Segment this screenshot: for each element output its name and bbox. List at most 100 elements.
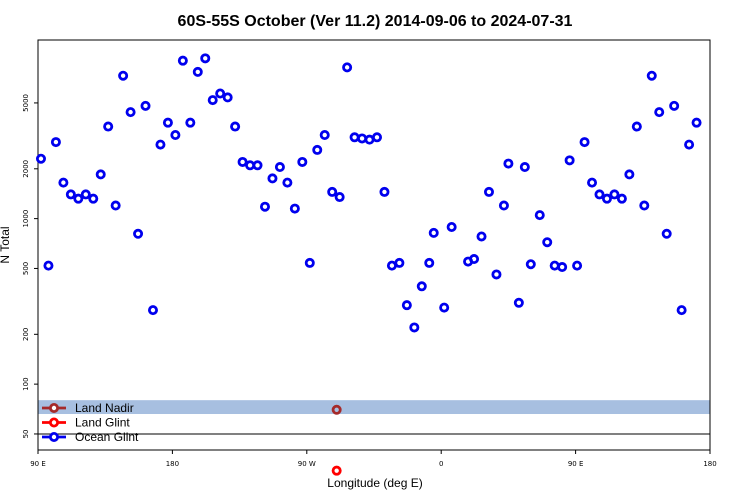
land-nadir-point [331, 404, 342, 415]
ocean-glint-point [304, 257, 315, 268]
ocean-glint-point [312, 144, 323, 155]
ocean-glint-point [35, 153, 46, 164]
ocean-glint-point [564, 155, 575, 166]
ocean-glint-point [357, 133, 368, 144]
ocean-glint-point [609, 189, 620, 200]
legend-marker-ocean-glint [49, 431, 60, 442]
x-tick-label: 90 W [298, 460, 316, 468]
ocean-glint-point [491, 269, 502, 280]
ocean-glint-point [549, 260, 560, 271]
ocean-glint-point [691, 117, 702, 128]
ocean-glint-point [498, 200, 509, 211]
x-tick-label: 90 E [568, 460, 584, 468]
ocean-glint-point [192, 66, 203, 77]
y-tick-label: 200 [22, 328, 30, 341]
ocean-glint-point [267, 173, 278, 184]
ocean-glint-point [147, 305, 158, 316]
ocean-glint-point [222, 92, 233, 103]
land-glint-point [331, 465, 342, 476]
x-tick-label: 0 [439, 460, 443, 468]
ocean-glint-point [483, 186, 494, 197]
ocean-glint-point [73, 193, 84, 204]
ocean-glint-point [646, 70, 657, 81]
y-tick-label: 100 [22, 377, 30, 390]
ocean-glint-point [654, 107, 665, 118]
reference-band-layer [38, 400, 710, 415]
legend-label-land-glint: Land Glint [75, 416, 130, 430]
ocean-glint-point [252, 160, 263, 171]
ocean-glint-point [282, 177, 293, 188]
x-axis-label: Longitude (deg E) [327, 476, 422, 490]
ocean-glint-point [274, 162, 285, 173]
ocean-glint-point [401, 300, 412, 311]
ocean-glint-point [88, 193, 99, 204]
ocean-glint-point [503, 158, 514, 169]
ocean-glint-point [297, 156, 308, 167]
chart-title: 60S-55S October (Ver 11.2) 2014-09-06 to… [178, 13, 573, 30]
ocean-glint-point [639, 200, 650, 211]
ocean-glint-point [207, 95, 218, 106]
ocean-glint-point [446, 221, 457, 232]
y-axis-label: N Total [0, 226, 12, 263]
ocean-glint-point [215, 88, 226, 99]
ocean-glint-point [661, 228, 672, 239]
ocean-glint-point [319, 130, 330, 141]
reference-band [38, 400, 710, 415]
ocean-glint-point [43, 260, 54, 271]
x-tick-label: 180 [166, 460, 179, 468]
plot-frame [37, 39, 711, 451]
y-tick-label: 50 [22, 429, 30, 438]
ocean-glint-point [342, 62, 353, 73]
ocean-glint-point [237, 156, 248, 167]
ocean-glint-point [95, 169, 106, 180]
legend-label-land-nadir: Land Nadir [75, 401, 134, 415]
y-tick-label: 2000 [22, 160, 30, 178]
ocean-glint-point [200, 53, 211, 64]
legend-marker-land-nadir [49, 402, 60, 413]
ocean-glint-point [170, 130, 181, 141]
ocean-glint-point [601, 193, 612, 204]
ocean-glint-point [118, 70, 129, 81]
x-tick-label: 180 [703, 460, 716, 468]
y-tick-label: 1000 [22, 210, 30, 228]
ocean-glint-point [259, 201, 270, 212]
ocean-glint-point [534, 210, 545, 221]
ocean-glint-point [587, 177, 598, 188]
ocean-glint-point [289, 203, 300, 214]
ocean-glint-point [140, 100, 151, 111]
ocean-glint-point [65, 189, 76, 200]
ocean-glint-point [230, 121, 241, 132]
ocean-glint-point [676, 305, 687, 316]
ocean-glint-point [525, 259, 536, 270]
ocean-glint-point [669, 100, 680, 111]
ocean-glint-point [594, 189, 605, 200]
y-axis-ticks: 50 100 200 500 1000 2000 5000 [22, 94, 38, 438]
ocean-glint-point [616, 193, 627, 204]
y-tick-label: 5000 [22, 94, 30, 112]
ocean-glint-point [513, 297, 524, 308]
ocean-glint-point [125, 107, 136, 118]
ocean-glint-point [631, 121, 642, 132]
y-tick-label: 500 [22, 262, 30, 275]
legend-label-ocean-glint: Ocean Glint [75, 430, 139, 444]
ocean-glint-point [416, 281, 427, 292]
ocean-glint-point [334, 192, 345, 203]
ocean-glint-point [58, 177, 69, 188]
ocean-glint-point [80, 189, 91, 200]
ocean-glint-point [177, 55, 188, 66]
ocean-glint-point [428, 227, 439, 238]
ocean-glint-point [542, 237, 553, 248]
ocean-glint-point [327, 186, 338, 197]
ocean-glint-point [469, 254, 480, 265]
ocean-glint-point [133, 228, 144, 239]
ocean-glint-point [409, 322, 420, 333]
ocean-glint-point [379, 186, 390, 197]
ocean-glint-point [557, 262, 568, 273]
x-axis-ticks: 90 E 180 90 W 0 90 E 180 [30, 450, 717, 468]
ocean-glint-point [155, 139, 166, 150]
ocean-glint-point [579, 137, 590, 148]
data-points [35, 53, 702, 476]
ocean-glint-point [103, 121, 114, 132]
